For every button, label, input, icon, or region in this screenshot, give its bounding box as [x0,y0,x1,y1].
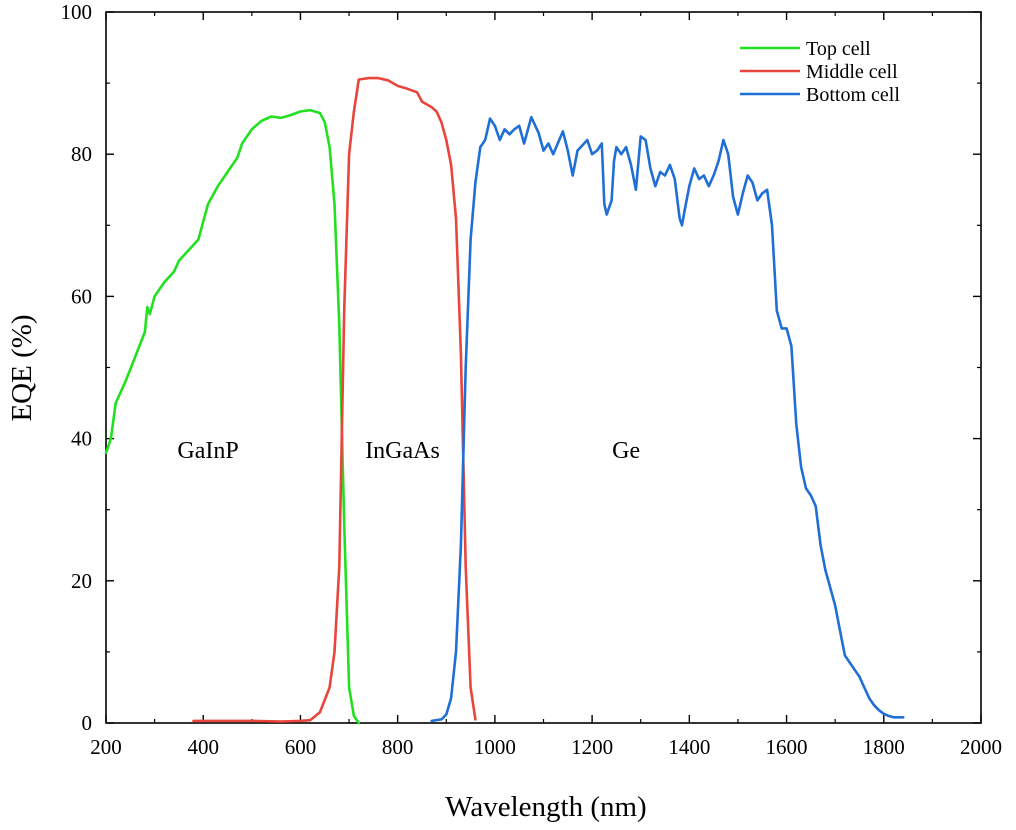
y-tick-label: 0 [82,711,93,735]
chart-annotations: GaInP InGaAs Ge [177,438,640,464]
y-tick-label: 60 [71,284,92,308]
y-tick-label: 20 [71,569,92,593]
axis-ticks [105,11,982,724]
x-tick-label: 600 [285,735,317,759]
x-tick-label: 1400 [668,735,710,759]
series-lines [104,76,905,725]
y-tick-label: 80 [71,142,92,166]
x-tick-label: 200 [90,735,122,759]
plot-frame [105,11,982,724]
x-tick-label: 1600 [766,735,808,759]
annotation-gainp: GaInP [177,438,238,464]
x-axis-title: Wavelength (nm) [445,791,646,823]
series-line-bottom-cell [430,115,905,723]
axis-tick-labels: 200 400 600 800 1000 1200 1400 1600 1800 2000 0 20 4… [61,0,1003,759]
legend-label-middle-cell: Middle cell [806,61,898,83]
x-tick-label: 1200 [571,735,613,759]
plot-border [105,11,982,724]
x-tick-label: 1800 [863,735,905,759]
x-tick-label: 2000 [960,735,1002,759]
y-tick-label: 100 [61,0,93,24]
legend-label-top-cell: Top cell [806,38,871,60]
annotation-ge: Ge [612,438,640,464]
x-tick-label: 800 [382,735,414,759]
y-axis-title: EQE (%) [6,314,38,421]
legend-label-bottom-cell: Bottom cell [806,84,900,106]
series-line-top-cell [104,108,361,725]
x-tick-label: 1000 [474,735,516,759]
series-line-middle-cell [192,76,477,723]
x-tick-label: 400 [187,735,219,759]
y-tick-label: 40 [71,427,92,451]
annotation-ingaas: InGaAs [365,438,440,464]
